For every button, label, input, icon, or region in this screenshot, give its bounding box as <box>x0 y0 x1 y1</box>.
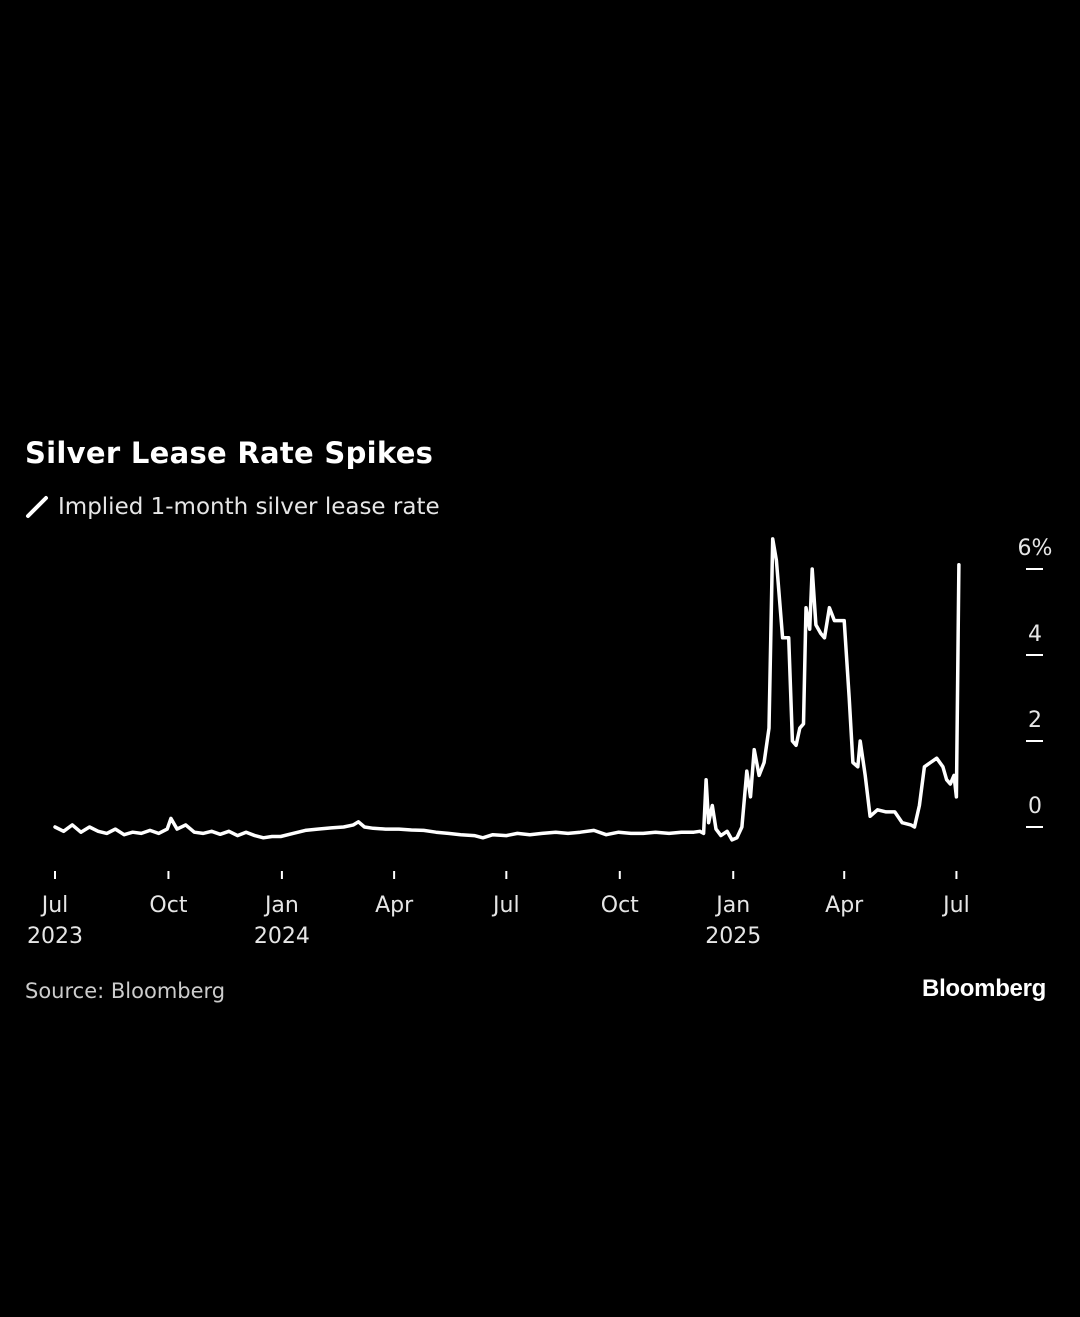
chart-plot: 0 2 4 6% Jul 2023 Oct Jan 2024 Apr Jul Oct Jan 2025 A… <box>27 536 1053 949</box>
series-line <box>53 537 961 842</box>
y-axis: 0 2 4 6% <box>1018 536 1053 828</box>
x-tick-label: Jul <box>491 893 520 918</box>
x-tick-label: Jul <box>941 893 970 918</box>
x-tick-label: Oct <box>601 893 639 918</box>
x-tick-label: Apr <box>375 893 414 918</box>
x-tick-label: Oct <box>149 893 187 918</box>
legend: Implied 1-month silver lease rate <box>25 494 440 520</box>
source-note: Source: Bloomberg <box>25 979 226 1003</box>
series-layer <box>53 537 961 842</box>
line-swatch-icon <box>26 496 48 518</box>
legend-label: Implied 1-month silver lease rate <box>58 494 440 520</box>
x-tick-label: Jul <box>40 893 69 918</box>
y-tick-label: 6% <box>1018 536 1053 561</box>
x-tick-sublabel: 2024 <box>254 924 310 949</box>
y-tick-label: 0 <box>1028 794 1042 819</box>
y-tick-label: 4 <box>1028 622 1042 647</box>
y-tick-label: 2 <box>1028 708 1042 733</box>
x-tick-label: Jan <box>263 893 299 918</box>
brand-logo: Bloomberg <box>922 975 1046 1002</box>
x-tick-sublabel: 2025 <box>705 924 761 949</box>
x-tick-label: Apr <box>825 893 864 918</box>
x-tick-sublabel: 2023 <box>27 924 83 949</box>
chart-title: Silver Lease Rate Spikes <box>25 436 434 470</box>
x-axis: Jul 2023 Oct Jan 2024 Apr Jul Oct Jan 2025 Apr Jul <box>27 871 970 949</box>
x-tick-label: Jan <box>714 893 750 918</box>
